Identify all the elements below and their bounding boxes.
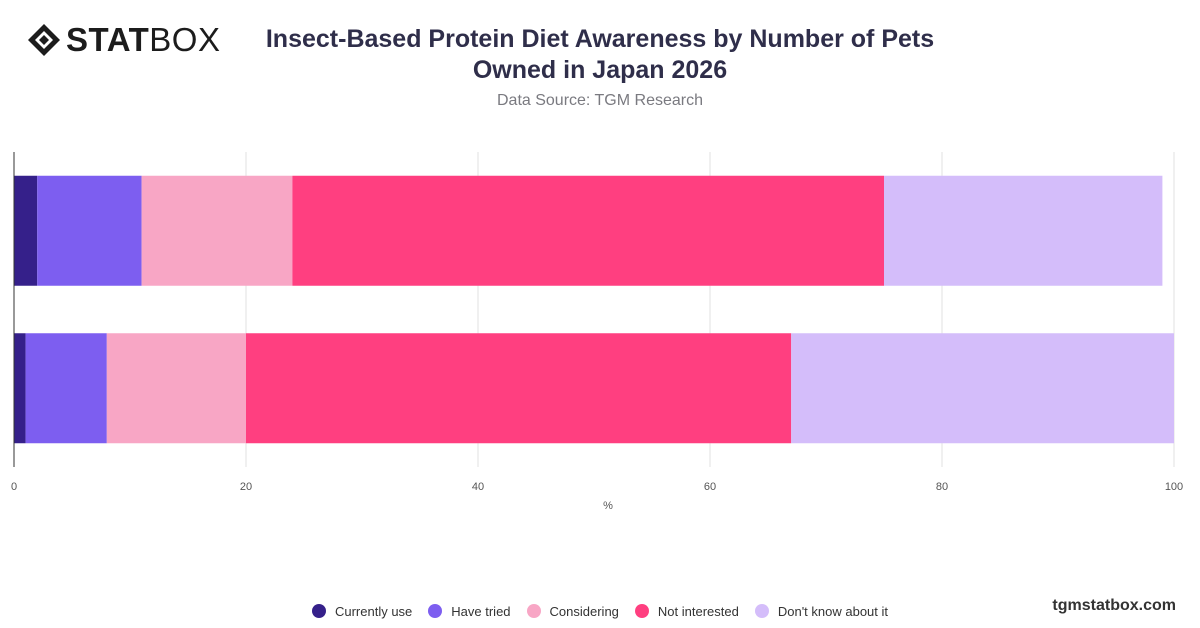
legend-label: Considering — [549, 603, 619, 619]
logo-wordmark: STATBOX — [66, 22, 220, 58]
bar-segment — [14, 333, 26, 444]
legend-swatch — [526, 604, 541, 618]
statbox-logo: STATBOX — [26, 22, 220, 58]
legend-item[interactable]: Have tried — [428, 602, 511, 620]
bar-segment — [14, 175, 38, 286]
bar-segment — [106, 333, 246, 444]
chart-legend: Currently use Have tried Considering Not in… — [0, 602, 1200, 620]
legend-label: Don't know about it — [777, 603, 889, 619]
bar-segment — [791, 333, 1174, 444]
x-axis-label: % — [603, 500, 613, 512]
chart-subtitle: Data Source: TGM Research — [496, 92, 703, 109]
legend-item[interactable]: Currently use — [311, 602, 413, 620]
watermark: tgmstatbox.com — [1052, 597, 1176, 614]
legend-swatch — [311, 604, 326, 618]
bar-segment — [141, 175, 293, 286]
bar-segment — [25, 333, 107, 444]
x-tick-label: 40 — [472, 481, 484, 493]
bar-segment — [37, 175, 142, 286]
bar-segment — [292, 175, 884, 286]
bar-segment — [246, 333, 792, 444]
legend-item[interactable]: Don't know about it — [754, 602, 889, 620]
x-tick-label: 100 — [1165, 481, 1183, 493]
legend-label: Not interested — [657, 603, 739, 619]
logo-light-text: BOX — [149, 21, 221, 58]
x-tick-label: 80 — [936, 481, 948, 493]
legend-item[interactable]: Not interested — [634, 602, 739, 620]
legend-label: Have tried — [451, 603, 511, 619]
legend-swatch — [428, 604, 443, 618]
x-tick-label: 20 — [240, 481, 252, 493]
bar-segment — [884, 175, 1163, 286]
legend-label: Currently use — [334, 603, 413, 619]
legend-swatch — [754, 604, 769, 618]
legend-swatch — [634, 604, 649, 618]
x-tick-label: 0 — [11, 481, 17, 493]
diamond-logo-icon — [28, 24, 60, 56]
chart-title: Insect-Based Protein Diet Awareness by N… — [265, 25, 935, 84]
logo-bold-text: STAT — [66, 21, 150, 58]
legend-item[interactable]: Considering — [526, 602, 619, 620]
x-tick-label: 60 — [704, 481, 716, 493]
